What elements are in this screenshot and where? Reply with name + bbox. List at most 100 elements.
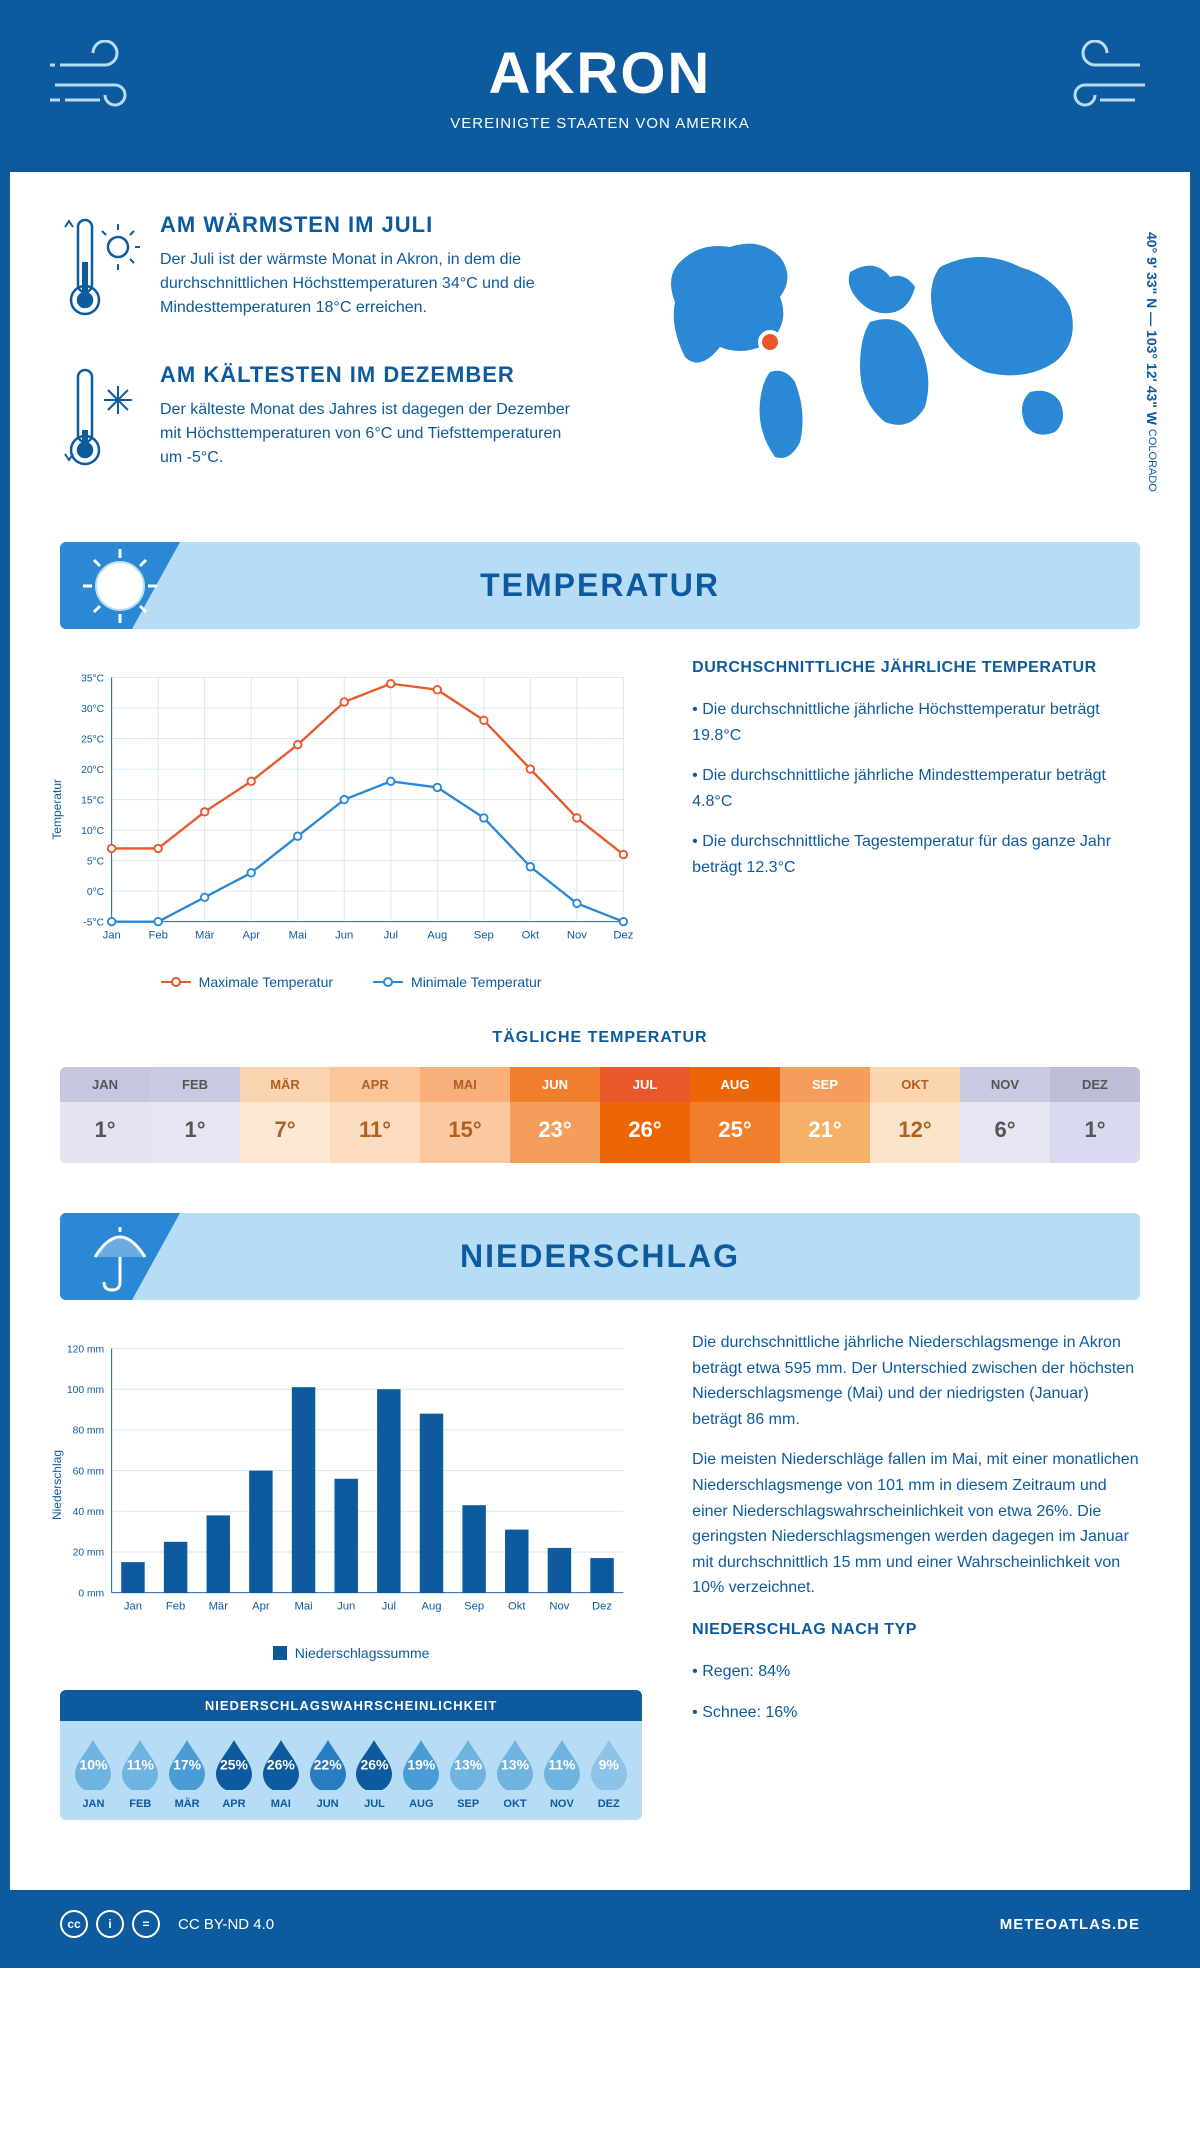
precipitation-bar-chart: Niederschlag 0 mm20 mm40 mm60 mm80 mm100… [60,1330,642,1670]
chart-legend: Niederschlagssumme [60,1645,642,1661]
svg-text:Jul: Jul [384,930,398,942]
svg-text:Nov: Nov [567,930,587,942]
precipitation-banner: NIEDERSCHLAG [60,1213,1140,1300]
svg-text:0 mm: 0 mm [78,1588,104,1599]
prob-cell: 11% NOV [538,1736,585,1810]
section-title: NIEDERSCHLAG [110,1238,1090,1275]
by-icon: i [96,1910,124,1938]
temp-cell: MÄR 7° [240,1067,330,1163]
probability-title: NIEDERSCHLAGSWAHRSCHEINLICHKEIT [60,1690,642,1721]
temp-cell: APR 11° [330,1067,420,1163]
section-title: TEMPERATUR [110,567,1090,604]
svg-text:Aug: Aug [421,1601,441,1613]
svg-text:40 mm: 40 mm [73,1507,105,1518]
svg-text:20 mm: 20 mm [73,1548,105,1559]
temperature-line-chart: Temperatur -5°C0°C5°C10°C15°C20°C25°C30°… [60,659,642,999]
prob-cell: 22% JUN [304,1736,351,1810]
svg-text:Jun: Jun [337,1601,355,1613]
svg-text:Apr: Apr [242,930,260,942]
svg-text:Okt: Okt [508,1601,526,1613]
page-frame: AKRON VEREINIGTE STAATEN VON AMERIKA AM … [0,0,1200,1968]
svg-text:Jan: Jan [103,930,121,942]
header: AKRON VEREINIGTE STAATEN VON AMERIKA [10,10,1190,172]
svg-text:Feb: Feb [166,1601,185,1613]
svg-text:15°C: 15°C [81,795,105,806]
warmest-text: Der Juli ist der wärmste Monat in Akron,… [160,248,580,320]
world-map [620,212,1140,472]
svg-text:80 mm: 80 mm [73,1426,105,1437]
sun-icon [80,546,160,626]
wind-icon [50,40,160,120]
svg-text:0°C: 0°C [87,887,105,898]
svg-text:Mai: Mai [294,1601,312,1613]
prob-cell: 17% MÄR [164,1736,211,1810]
prob-cell: 13% SEP [445,1736,492,1810]
temp-bullet: • Die durchschnittliche Tagestemperatur … [692,829,1140,880]
precip-text: Die meisten Niederschläge fallen im Mai,… [692,1447,1140,1601]
y-axis-label: Niederschlag [50,1450,64,1520]
svg-text:60 mm: 60 mm [73,1466,105,1477]
warmest-title: AM WÄRMSTEN IM JULI [160,212,580,238]
coordinates: 40° 9' 33" N — 103° 12' 43" W COLORADO [1144,232,1160,492]
thermometer-hot-icon [60,212,140,322]
svg-text:Jan: Jan [124,1601,142,1613]
prob-cell: 13% OKT [492,1736,539,1810]
precip-type-title: NIEDERSCHLAG NACH TYP [692,1621,1140,1639]
prob-cell: 25% APR [211,1736,258,1810]
coldest-block: AM KÄLTESTEN IM DEZEMBER Der kälteste Mo… [60,362,580,477]
chart-legend: Maximale Temperatur Minimale Temperatur [60,974,642,990]
svg-text:10°C: 10°C [81,826,105,837]
daily-temp-grid: JAN 1° FEB 1° MÄR 7° APR 11° MAI 15° JUN… [60,1067,1140,1163]
svg-text:Apr: Apr [252,1601,270,1613]
svg-text:Jun: Jun [335,930,353,942]
temp-cell: OKT 12° [870,1067,960,1163]
temp-bullet: • Die durchschnittliche jährliche Höchst… [692,697,1140,748]
prob-cell: 19% AUG [398,1736,445,1810]
temp-cell: JAN 1° [60,1067,150,1163]
precip-type: • Schnee: 16% [692,1700,1140,1726]
svg-text:25°C: 25°C [81,734,105,745]
svg-text:120 mm: 120 mm [67,1344,104,1355]
prob-cell: 11% FEB [117,1736,164,1810]
temp-cell: FEB 1° [150,1067,240,1163]
svg-text:Sep: Sep [474,930,494,942]
license-text: CC BY-ND 4.0 [178,1916,274,1933]
cc-icon: cc [60,1910,88,1938]
precip-type: • Regen: 84% [692,1659,1140,1685]
svg-text:Nov: Nov [549,1601,569,1613]
svg-text:30°C: 30°C [81,704,105,715]
svg-text:Feb: Feb [148,930,167,942]
probability-box: NIEDERSCHLAGSWAHRSCHEINLICHKEIT 10% JAN … [60,1690,642,1820]
svg-text:-5°C: -5°C [83,917,104,928]
svg-text:Okt: Okt [522,930,540,942]
temp-cell: JUN 23° [510,1067,600,1163]
svg-text:Jul: Jul [382,1601,396,1613]
wind-icon [1040,40,1150,120]
nd-icon: = [132,1910,160,1938]
temp-cell: SEP 21° [780,1067,870,1163]
thermometer-cold-icon [60,362,140,472]
svg-text:Mai: Mai [289,930,307,942]
coldest-text: Der kälteste Monat des Jahres ist dagege… [160,398,580,470]
warmest-block: AM WÄRMSTEN IM JULI Der Juli ist der wär… [60,212,580,327]
svg-text:20°C: 20°C [81,765,105,776]
temp-cell: MAI 15° [420,1067,510,1163]
temp-bullet: • Die durchschnittliche jährliche Mindes… [692,763,1140,814]
country-subtitle: VEREINIGTE STAATEN VON AMERIKA [60,115,1140,132]
temp-cell: DEZ 1° [1050,1067,1140,1163]
footer: cc i = CC BY-ND 4.0 METEOATLAS.DE [10,1890,1190,1958]
coldest-title: AM KÄLTESTEN IM DEZEMBER [160,362,580,388]
temp-desc-title: DURCHSCHNITTLICHE JÄHRLICHE TEMPERATUR [692,659,1140,677]
svg-text:Sep: Sep [464,1601,484,1613]
svg-text:100 mm: 100 mm [67,1385,104,1396]
svg-text:Mär: Mär [195,930,215,942]
prob-cell: 9% DEZ [585,1736,632,1810]
umbrella-icon [80,1217,160,1297]
y-axis-label: Temperatur [50,779,64,840]
prob-cell: 10% JAN [70,1736,117,1810]
svg-text:Dez: Dez [613,930,633,942]
temp-cell: NOV 6° [960,1067,1050,1163]
city-title: AKRON [60,40,1140,107]
svg-text:5°C: 5°C [87,856,105,867]
temperature-banner: TEMPERATUR [60,542,1140,629]
